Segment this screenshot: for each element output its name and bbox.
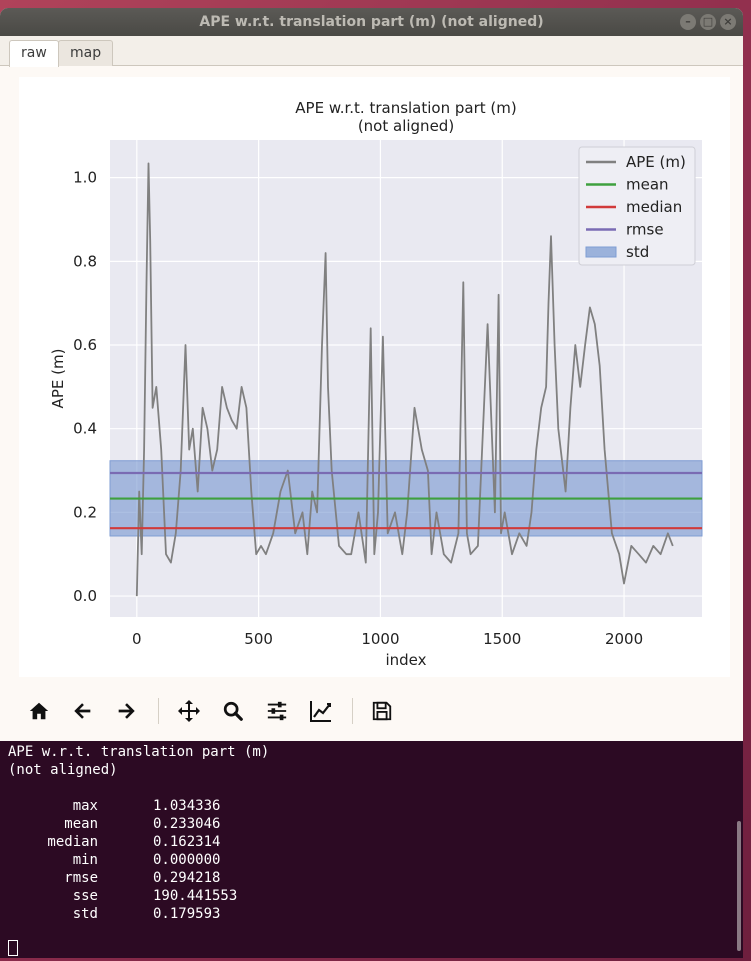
stat-value: 0.294218 (153, 870, 221, 886)
terminal-blank-line (8, 779, 743, 797)
stat-key: mean (64, 816, 98, 832)
ape-series-line (135, 162, 674, 597)
x-tick-label: 500 (244, 630, 273, 648)
stat-value: 1.034336 (153, 798, 221, 814)
window-title: APE w.r.t. translation part (m) (not ali… (199, 14, 544, 30)
forward-button[interactable] (111, 696, 141, 726)
legend-label: std (626, 243, 649, 261)
terminal-cursor (8, 940, 18, 956)
save-icon (372, 701, 392, 721)
ape-chart: 0 500 1000 1500 2000 0.0 0.2 0.4 0.6 0.8 1.0 index A… (49, 99, 703, 669)
x-tick-label: 1000 (361, 630, 399, 648)
back-arrow-icon (74, 703, 91, 719)
stat-row: sse 190.441553 (8, 887, 743, 905)
legend-box (578, 146, 696, 266)
matplotlib-toolbar (0, 684, 743, 740)
stat-key: rmse (64, 870, 98, 886)
stat-key: max (72, 798, 98, 814)
y-tick-label: 0.0 (73, 587, 97, 605)
x-axis-label: index (385, 651, 426, 669)
stat-row: median 0.162314 (8, 833, 743, 851)
edit-axes-button[interactable] (306, 696, 336, 726)
x-tick-label: 0 (132, 630, 142, 648)
legend-label: median (626, 198, 682, 216)
pan-icon (178, 700, 200, 722)
stat-key: median (47, 834, 98, 850)
configure-subplots-button[interactable] (262, 696, 292, 726)
tab-bar: raw map (0, 36, 743, 67)
chart-title: (not aligned) (358, 117, 454, 135)
toolbar-separator (158, 698, 159, 724)
x-tick-label: 1500 (483, 630, 521, 648)
stat-value: 190.441553 (153, 888, 238, 904)
stat-key: min (72, 852, 98, 868)
x-tick-label: 2000 (605, 630, 643, 648)
terminal-header-line: (not aligned) (8, 762, 118, 778)
home-icon (29, 702, 49, 720)
y-axis-label: APE (m) (49, 349, 67, 409)
legend-label: rmse (626, 221, 664, 239)
minimize-icon[interactable]: – (680, 14, 696, 30)
tab-raw[interactable]: raw (9, 40, 59, 67)
chart-title: APE w.r.t. translation part (m) (295, 99, 516, 117)
legend-label: mean (626, 176, 669, 194)
close-icon[interactable]: × (720, 14, 736, 30)
stat-value: 0.162314 (153, 834, 221, 850)
terminal-header-line: APE w.r.t. translation part (m) (8, 744, 270, 760)
y-tick-label: 0.4 (73, 420, 97, 438)
save-button[interactable] (367, 696, 397, 726)
legend-label: APE (m) (626, 153, 686, 171)
y-tick-label: 1.0 (73, 169, 97, 187)
y-tick-label: 0.8 (73, 252, 97, 270)
stat-value: 0.000000 (153, 852, 221, 868)
pan-button[interactable] (174, 696, 204, 726)
stat-row: min 0.000000 (8, 851, 743, 869)
stat-key: std (72, 906, 98, 922)
title-bar[interactable]: APE w.r.t. translation part (m) (not ali… (0, 8, 743, 36)
stat-row: rmse 0.294218 (8, 869, 743, 887)
toolbar-separator (352, 698, 353, 724)
y-tick-label: 0.2 (73, 503, 97, 521)
y-tick-label: 0.6 (73, 336, 97, 354)
terminal-output[interactable]: APE w.r.t. translation part (m) (not ali… (0, 741, 743, 958)
edit-axes-icon (310, 701, 331, 722)
subplots-icon (267, 701, 287, 721)
legend-swatch (585, 246, 617, 258)
maximize-icon[interactable]: □ (700, 14, 716, 30)
forward-arrow-icon (118, 703, 135, 719)
terminal-scrollbar[interactable] (737, 821, 741, 951)
stat-value: 0.179593 (153, 906, 221, 922)
back-button[interactable] (68, 696, 98, 726)
plot-window: APE w.r.t. translation part (m) (not ali… (0, 8, 743, 958)
stat-key: sse (72, 888, 98, 904)
figure-canvas: 0 500 1000 1500 2000 0.0 0.2 0.4 0.6 0.8 1.0 index A… (19, 77, 730, 677)
stat-row: std 0.179593 (8, 905, 743, 923)
zoom-icon (223, 701, 243, 721)
home-button[interactable] (24, 696, 54, 726)
stat-row: max 1.034336 (8, 797, 743, 815)
tab-map[interactable]: map (58, 40, 114, 66)
stat-row: mean 0.233046 (8, 815, 743, 833)
zoom-button[interactable] (218, 696, 248, 726)
stat-value: 0.233046 (153, 816, 221, 832)
